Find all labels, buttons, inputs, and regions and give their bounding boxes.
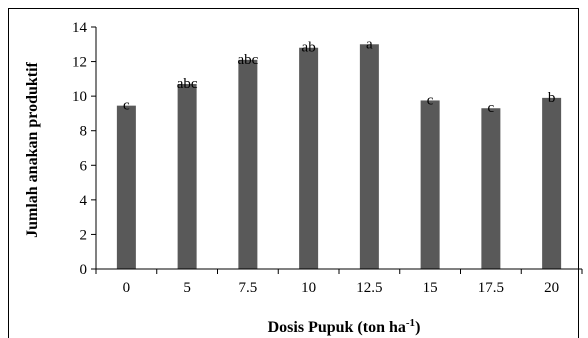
x-axis-title-sup: -1 — [406, 317, 415, 329]
y-ticks: 0 2 4 6 8 10 12 14 — [72, 20, 96, 278]
x-tick-label: 10 — [301, 280, 316, 296]
bar — [481, 108, 501, 269]
bar — [542, 97, 562, 269]
x-axis-title-main: Dosis Pupuk (ton ha — [268, 319, 406, 336]
bar — [177, 84, 197, 270]
x-axis-title-end: ) — [415, 319, 420, 336]
y-tick-label: 14 — [72, 20, 88, 36]
bar-data-label: c — [488, 100, 495, 116]
bar — [116, 105, 136, 270]
y-tick-label: 10 — [72, 89, 87, 105]
x-tick-label: 0 — [123, 280, 131, 296]
bar-data-label: c — [123, 98, 130, 114]
x-tick-label: 7.5 — [239, 280, 258, 296]
bar — [299, 47, 319, 269]
x-tick-label: 20 — [544, 280, 559, 296]
bar-labels: c abc abc ab a c c b — [123, 36, 555, 116]
y-tick-label: 4 — [80, 193, 88, 209]
y-tick-label: 2 — [80, 227, 88, 243]
bar — [238, 59, 258, 269]
bar — [420, 100, 440, 269]
chart-border — [8, 8, 579, 338]
bar-data-label: abc — [237, 52, 258, 68]
bar-data-label: abc — [177, 76, 198, 92]
x-tick-label: 17.5 — [478, 280, 504, 296]
bar-data-label: ab — [302, 40, 316, 56]
bar — [359, 44, 379, 270]
x-tick-label: 15 — [423, 280, 438, 296]
y-tick-label: 8 — [80, 124, 88, 140]
bars — [116, 44, 562, 270]
bar-data-label: a — [366, 36, 373, 52]
x-axis-title: Dosis Pupuk (ton ha-1) — [268, 317, 421, 336]
axes — [95, 27, 582, 270]
bar-data-label: c — [427, 92, 434, 108]
y-axis-title: Jumlah anakan produktif — [24, 61, 41, 237]
x-tick-label: 12.5 — [356, 280, 382, 296]
y-tick-label: 0 — [80, 262, 88, 278]
y-tick-label: 6 — [80, 158, 88, 174]
x-ticks: 0 5 7.5 10 12.5 15 17.5 20 — [95, 269, 583, 296]
bar-data-label: b — [548, 90, 556, 106]
x-tick-label: 5 — [183, 280, 191, 296]
y-tick-label: 12 — [72, 55, 87, 71]
